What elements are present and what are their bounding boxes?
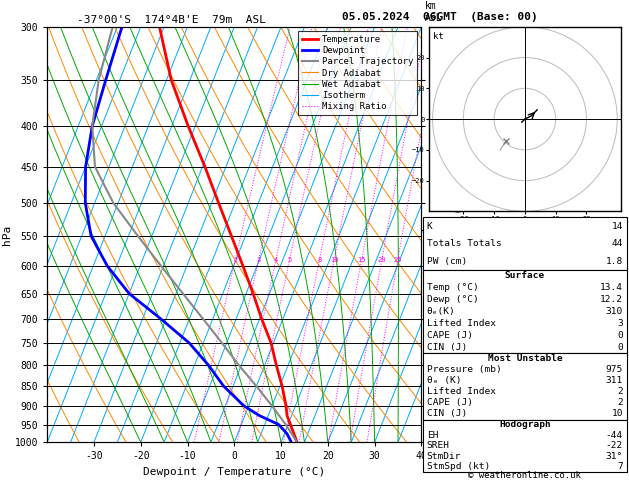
Text: 10: 10 (330, 257, 338, 263)
Bar (423, 270, 627, 353)
Text: 310: 310 (606, 307, 623, 316)
Text: 2: 2 (617, 399, 623, 407)
Text: Most Unstable: Most Unstable (487, 354, 562, 363)
Text: PW (cm): PW (cm) (427, 257, 467, 266)
Text: 5: 5 (287, 257, 292, 263)
Text: 2: 2 (233, 257, 237, 263)
Y-axis label: Mixing Ratio (g/kg): Mixing Ratio (g/kg) (454, 179, 464, 290)
Text: θₑ(K): θₑ(K) (427, 307, 455, 316)
Legend: Temperature, Dewpoint, Parcel Trajectory, Dry Adiabat, Wet Adiabat, Isotherm, Mi: Temperature, Dewpoint, Parcel Trajectory… (298, 31, 417, 115)
Text: 4: 4 (274, 257, 278, 263)
Text: CIN (J): CIN (J) (427, 410, 467, 418)
Text: 8: 8 (317, 257, 321, 263)
Text: 3: 3 (617, 319, 623, 328)
Text: SREH: SREH (427, 441, 450, 451)
Text: CAPE (J): CAPE (J) (427, 330, 473, 340)
Text: 31°: 31° (606, 452, 623, 461)
Text: 12.2: 12.2 (600, 295, 623, 304)
Text: CAPE (J): CAPE (J) (427, 399, 473, 407)
Text: StmDir: StmDir (427, 452, 461, 461)
Text: 13.4: 13.4 (600, 283, 623, 292)
Y-axis label: hPa: hPa (2, 225, 12, 244)
Text: 311: 311 (606, 376, 623, 385)
Text: -37°00'S  174°4B'E  79m  ASL: -37°00'S 174°4B'E 79m ASL (77, 15, 266, 25)
Text: Hodograph: Hodograph (499, 420, 551, 429)
Text: 0: 0 (617, 343, 623, 351)
Text: Temp (°C): Temp (°C) (427, 283, 479, 292)
Text: 2: 2 (617, 387, 623, 396)
Text: km
ASL: km ASL (425, 1, 443, 22)
Text: 20: 20 (377, 257, 386, 263)
Bar (423, 217, 627, 270)
Text: 3: 3 (257, 257, 260, 263)
Text: Surface: Surface (505, 271, 545, 280)
Text: -22: -22 (606, 441, 623, 451)
Text: Totals Totals: Totals Totals (427, 239, 501, 248)
Text: θₑ (K): θₑ (K) (427, 376, 461, 385)
Text: Lifted Index: Lifted Index (427, 387, 496, 396)
Text: CIN (J): CIN (J) (427, 343, 467, 351)
Text: 7: 7 (617, 462, 623, 471)
Text: 15: 15 (357, 257, 366, 263)
Text: K: K (427, 222, 433, 230)
X-axis label: Dewpoint / Temperature (°C): Dewpoint / Temperature (°C) (143, 467, 325, 477)
Text: 14: 14 (611, 222, 623, 230)
Text: 1.8: 1.8 (606, 257, 623, 266)
Text: kt: kt (433, 32, 443, 41)
Text: 975: 975 (606, 365, 623, 374)
Text: © weatheronline.co.uk: © weatheronline.co.uk (469, 471, 581, 481)
Text: StmSpd (kt): StmSpd (kt) (427, 462, 490, 471)
Text: 25: 25 (394, 257, 402, 263)
Bar (423, 353, 627, 419)
Text: 05.05.2024  06GMT  (Base: 00): 05.05.2024 06GMT (Base: 00) (342, 12, 538, 22)
Text: 44: 44 (611, 239, 623, 248)
Text: EH: EH (427, 431, 438, 440)
Text: -44: -44 (606, 431, 623, 440)
Text: Pressure (mb): Pressure (mb) (427, 365, 501, 374)
Text: Dewp (°C): Dewp (°C) (427, 295, 479, 304)
Text: Lifted Index: Lifted Index (427, 319, 496, 328)
Bar (423, 419, 627, 472)
Text: 10: 10 (611, 410, 623, 418)
Text: 0: 0 (617, 330, 623, 340)
